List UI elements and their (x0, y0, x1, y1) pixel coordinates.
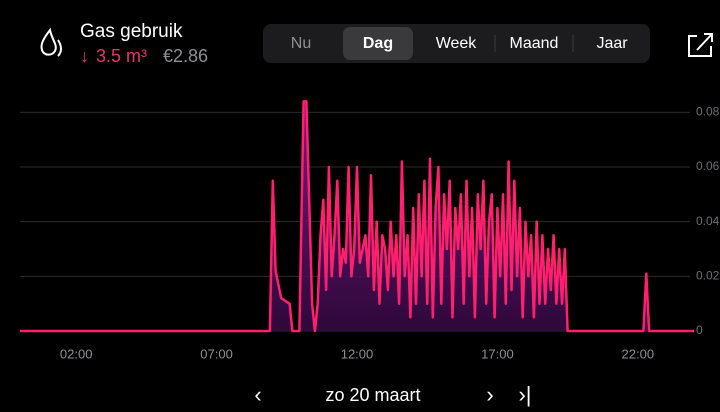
y-tick-label: 0.04 (696, 214, 720, 228)
tab[interactable]: Nu (291, 35, 311, 52)
tab[interactable]: Jaar (596, 35, 628, 52)
x-tick-label: 22:00 (622, 346, 655, 361)
flame-icon (40, 27, 62, 57)
line (20, 100, 694, 333)
tab[interactable]: Dag (363, 35, 393, 52)
tab[interactable]: Maand (510, 35, 559, 52)
x-tick-label: 12:00 (341, 346, 374, 361)
date-label: zo 20 maart (325, 385, 420, 405)
y-tick-label: 0.08 (696, 105, 720, 119)
usage: 3.5 m³ (96, 46, 147, 66)
arrow-down: ↓ (80, 46, 89, 66)
next-button[interactable]: › (486, 382, 493, 407)
area-fill (20, 101, 694, 332)
title: Gas gebruik (80, 21, 183, 42)
x-tick-label: 07:00 (200, 346, 233, 361)
x-tick-label: 02:00 (60, 346, 93, 361)
tab[interactable]: Week (436, 35, 478, 52)
prev-button[interactable]: ‹ (254, 382, 261, 407)
y-tick-label: 0.06 (696, 159, 720, 173)
y-tick-label: 0 (696, 323, 703, 337)
tab-selected-bg (343, 27, 413, 60)
share-icon[interactable] (688, 33, 713, 57)
last-button[interactable]: ›| (518, 382, 531, 407)
y-tick-label: 0.02 (696, 269, 720, 283)
x-tick-label: 17:00 (481, 346, 514, 361)
cost: €2.86 (163, 46, 208, 66)
